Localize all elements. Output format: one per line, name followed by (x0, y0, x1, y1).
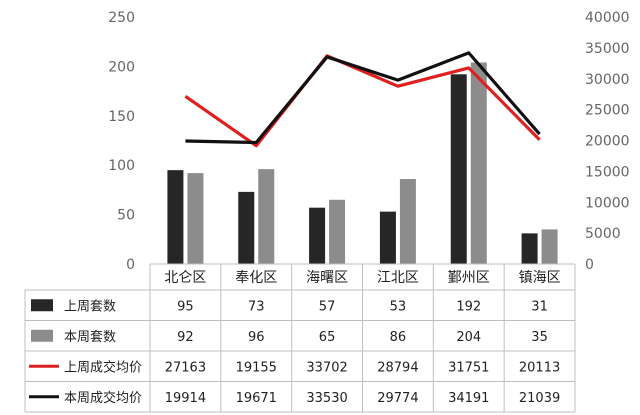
left-axis: 0 50 100 150 200 250 (108, 10, 135, 273)
data-label: 31751 (448, 360, 489, 375)
left-tick-label: 150 (108, 109, 135, 125)
right-tick-label: 30000 (585, 72, 630, 88)
data-label: 57 (319, 299, 336, 314)
data-label: 95 (177, 299, 194, 314)
category-label: 江北区 (377, 270, 419, 286)
series-line (184, 54, 541, 148)
category-label: 镇海区 (519, 270, 561, 286)
category-label: 鄞州区 (448, 270, 490, 286)
bar (450, 74, 467, 264)
left-tick-label: 50 (117, 208, 135, 224)
data-label: 27163 (165, 360, 206, 375)
data-label: 65 (319, 330, 336, 345)
data-label: 28794 (377, 360, 418, 375)
data-label: 34191 (448, 391, 489, 406)
data-label: 192 (456, 299, 481, 314)
data-label: 33702 (306, 360, 347, 375)
right-tick-label: 25000 (585, 103, 630, 119)
data-label: 19671 (236, 391, 277, 406)
data-label: 73 (248, 299, 265, 314)
legend-label: 上周套数 (64, 298, 116, 314)
legend-label: 上周成交均价 (64, 359, 142, 375)
data-label: 96 (248, 330, 265, 345)
right-tick-label: 0 (585, 257, 594, 273)
category-label: 奉化区 (235, 270, 277, 286)
bar (258, 169, 275, 264)
bar (541, 229, 558, 264)
data-label: 19155 (236, 360, 277, 375)
bar (187, 173, 204, 264)
data-label: 35 (531, 330, 548, 345)
data-label: 19914 (165, 391, 206, 406)
left-tick-label: 250 (108, 10, 135, 26)
data-label: 86 (390, 330, 407, 345)
right-tick-label: 5000 (585, 226, 621, 242)
bar (309, 207, 326, 264)
data-label: 204 (456, 330, 481, 345)
category-label: 海曙区 (306, 270, 348, 286)
right-tick-label: 40000 (585, 10, 630, 26)
data-label: 53 (390, 299, 407, 314)
data-label: 29774 (377, 391, 418, 406)
data-label: 92 (177, 330, 194, 345)
legend-label: 本周成交均价 (64, 390, 142, 406)
bar (167, 170, 184, 264)
right-axis: 0 5000 10000 15000 20000 25000 30000 35000 40000 (585, 10, 630, 273)
right-tick-label: 10000 (585, 195, 630, 211)
right-tick-label: 15000 (585, 164, 630, 180)
series-line (185, 51, 541, 145)
bar-series (167, 62, 558, 265)
bar (238, 191, 255, 264)
data-label: 31 (531, 299, 548, 314)
left-tick-label: 0 (126, 257, 135, 273)
left-tick-label: 200 (108, 59, 135, 75)
data-label: 21039 (519, 391, 560, 406)
bar (470, 62, 487, 265)
left-tick-label: 100 (108, 158, 135, 174)
data-label: 20113 (519, 360, 560, 375)
legend-key (31, 329, 53, 342)
legend-key (31, 299, 53, 312)
legend-label: 本周套数 (64, 329, 116, 345)
bar (379, 211, 396, 264)
line-series (184, 51, 541, 148)
bar (399, 179, 416, 264)
category-label: 北仑区 (164, 270, 206, 286)
data-label: 33530 (306, 391, 347, 406)
bar (521, 233, 538, 264)
bar (329, 199, 346, 264)
right-tick-label: 20000 (585, 134, 630, 150)
right-tick-label: 35000 (585, 41, 630, 57)
